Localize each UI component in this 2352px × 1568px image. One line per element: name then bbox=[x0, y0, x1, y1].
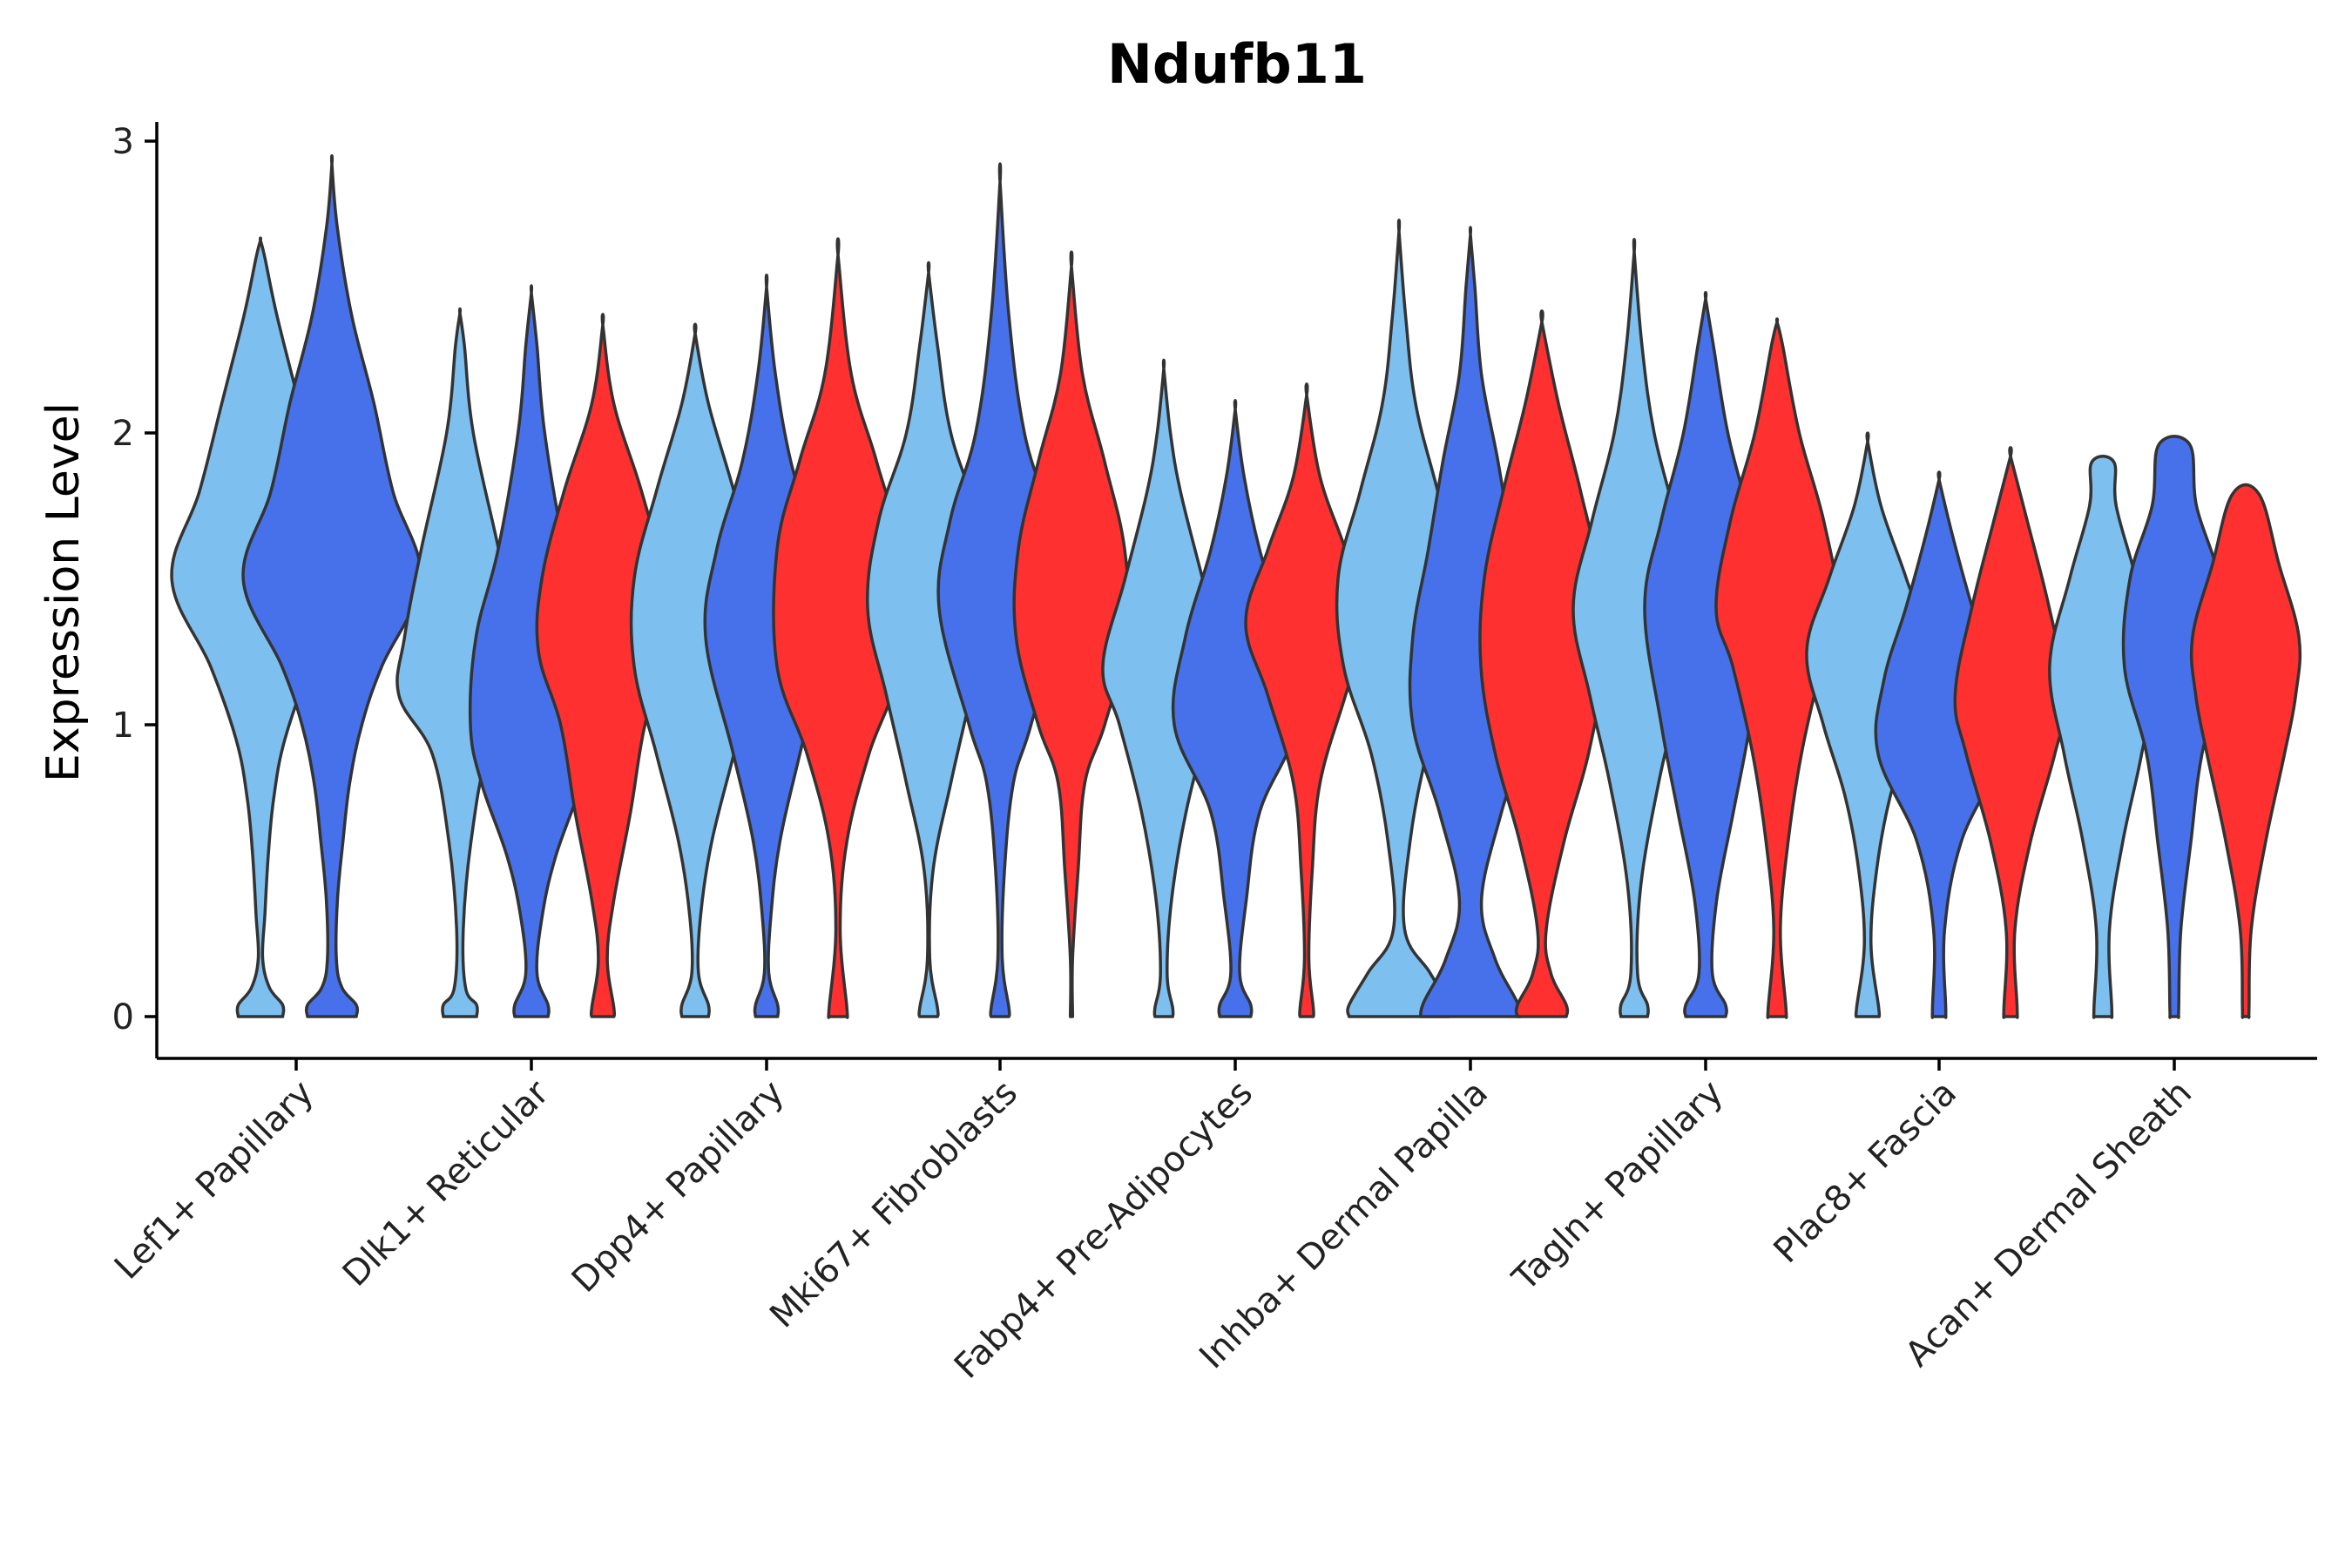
y-tick-label: 1 bbox=[112, 706, 134, 746]
violin-group bbox=[2050, 436, 2301, 1017]
x-tick-label: Mki67+ Fibroblasts bbox=[762, 1073, 1025, 1336]
chart-root: Ndufb11 Expression Level 0 1 2 3 Lef1+ Papi… bbox=[0, 0, 2352, 1568]
violin-group bbox=[397, 286, 669, 1017]
y-tick-label: 0 bbox=[112, 997, 134, 1037]
violin-chart: Ndufb11 Expression Level 0 1 2 3 Lef1+ Papi… bbox=[0, 0, 2352, 1568]
violin-group bbox=[1573, 240, 1838, 1017]
violin-group bbox=[868, 164, 1129, 1017]
y-axis-label: Expression Level bbox=[37, 402, 90, 782]
x-axis: Lef1+ Papillary Dlk1+ Reticular Dpp4+ Papi… bbox=[107, 1058, 2317, 1387]
x-tick-label: Dlk1+ Reticular bbox=[335, 1072, 558, 1294]
x-tick-label: Plac8+ Fascia bbox=[1767, 1073, 1965, 1272]
violin-group bbox=[632, 239, 903, 1017]
violin-group bbox=[1103, 360, 1368, 1017]
y-axis: 0 1 2 3 bbox=[112, 122, 157, 1058]
x-tick-label: Lef1+ Papillary bbox=[107, 1073, 321, 1288]
violin-group bbox=[172, 156, 421, 1017]
violins-layer bbox=[172, 156, 2300, 1017]
x-tick-label: Tagln+ Papillary bbox=[1504, 1073, 1731, 1300]
chart-title: Ndufb11 bbox=[1107, 32, 1367, 96]
x-tick-label: Dpp4+ Papillary bbox=[564, 1073, 792, 1301]
violin-group bbox=[1807, 433, 2066, 1017]
y-tick-label: 2 bbox=[112, 414, 134, 454]
y-tick-label: 3 bbox=[112, 122, 134, 162]
violin bbox=[1955, 448, 2065, 1017]
violin-group bbox=[1337, 220, 1604, 1017]
